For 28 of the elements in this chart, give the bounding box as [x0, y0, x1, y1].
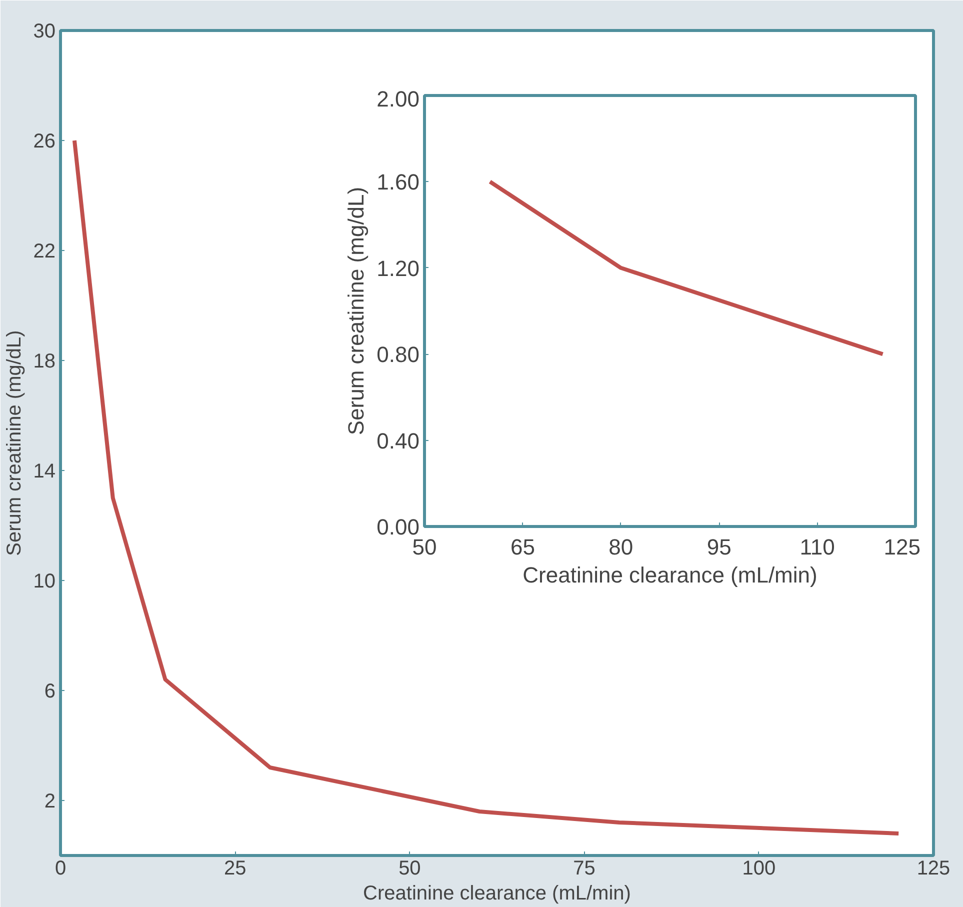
- x-tick-label: 95: [706, 534, 732, 560]
- y-tick-label: 0.80: [376, 342, 420, 368]
- x-axis-title: Creatinine clearance (mL/min): [363, 882, 631, 904]
- x-tick-label: 100: [742, 858, 776, 880]
- y-tick-label: 30: [33, 20, 56, 42]
- x-tick-label: 125: [884, 534, 921, 560]
- x-axis-title: Creatinine clearance (mL/min): [522, 562, 818, 588]
- y-tick-label: 22: [33, 240, 56, 262]
- y-tick-label: 26: [33, 130, 56, 152]
- x-tick-label: 25: [224, 858, 246, 880]
- y-axis-title: Serum creatinine (mg/dL): [3, 330, 26, 556]
- x-tick-label: 65: [510, 534, 535, 560]
- y-tick-label: 6: [44, 680, 56, 702]
- y-axis-title: Serum creatinine (mg/dL): [344, 186, 369, 436]
- x-tick-label: 125: [916, 858, 950, 880]
- x-tick-label: 80: [608, 534, 634, 560]
- x-tick-label: 75: [573, 858, 596, 880]
- y-tick-label: 14: [33, 460, 56, 482]
- y-tick-label: 18: [33, 350, 56, 372]
- x-tick-label: 110: [800, 534, 835, 560]
- y-tick-label: 10: [33, 570, 56, 592]
- y-tick-label: 1.20: [376, 256, 420, 281]
- y-tick-label: 2.00: [376, 86, 420, 112]
- y-tick-label: 2: [44, 790, 56, 812]
- y-tick-label: 1.60: [376, 170, 420, 195]
- y-tick-label: 0.40: [376, 428, 420, 454]
- x-tick-label: 0: [54, 858, 66, 880]
- x-tick-label: 50: [398, 858, 421, 880]
